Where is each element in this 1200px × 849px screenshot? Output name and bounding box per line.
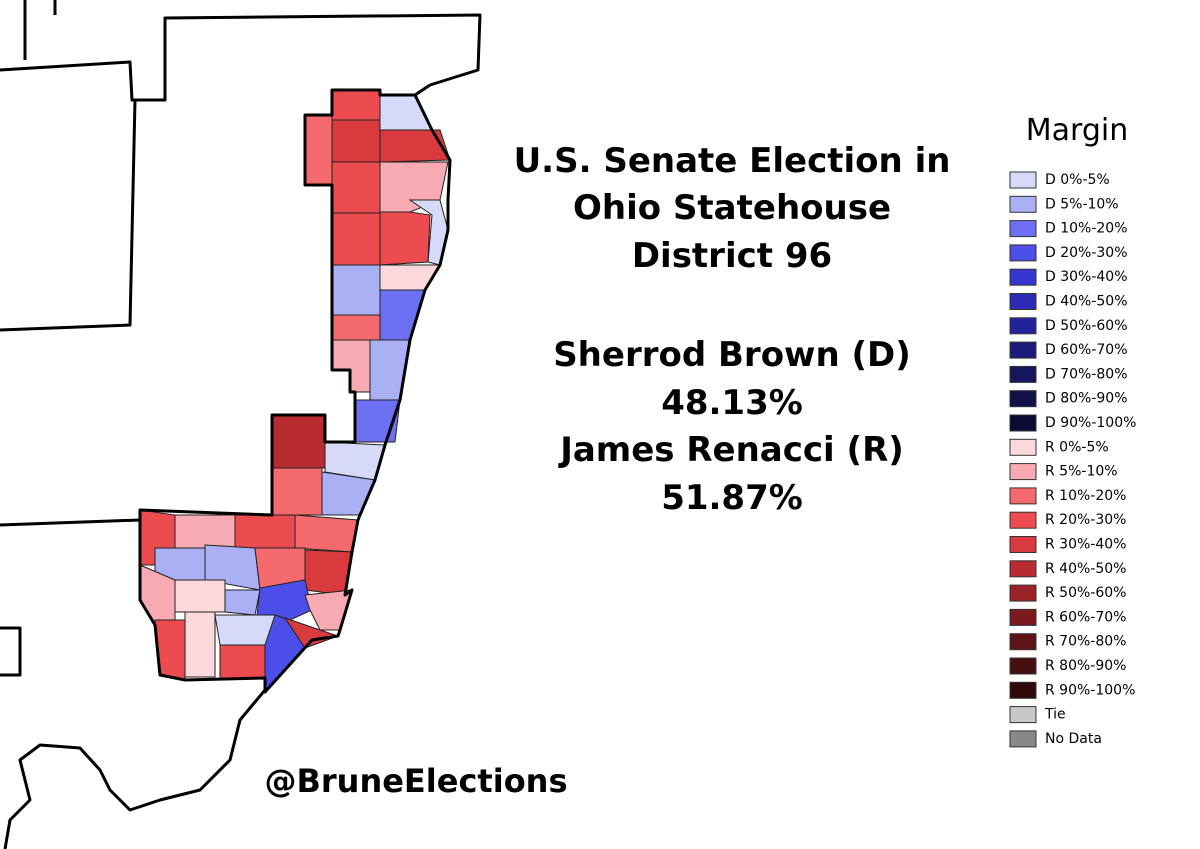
precinct [294,514,359,553]
legend-label: D 40%-50% [1045,294,1128,310]
precinct [234,514,296,549]
county-borders [0,0,482,849]
legend-swatch [1009,171,1037,189]
legend-swatch [1009,268,1037,286]
county-border [0,518,141,527]
precinct [174,579,226,613]
precinct [224,589,261,616]
legend-label: R 30%-40% [1045,537,1126,553]
legend-swatch [1009,414,1037,432]
legend-label: D 70%-80% [1045,366,1128,382]
title-line: Ohio Statehouse [573,188,891,228]
legend-label: R 0%-5% [1045,439,1109,455]
legend-swatch [1009,536,1037,553]
precinct [331,119,381,163]
legend-label: R 20%-30% [1045,512,1126,528]
legend-swatch [1009,341,1037,359]
precinct [271,467,323,516]
results: Sherrod Brown (D) 48.13% James Renacci (… [553,335,911,518]
legend-label: D 80%-90% [1045,391,1128,407]
precinct [174,514,236,549]
county-border [23,0,57,60]
legend-swatch [1009,706,1037,724]
candidate-share: 51.87% [661,478,803,518]
legend-swatch [1009,220,1037,238]
legend-swatch [1009,463,1037,481]
title: U.S. Senate Election in Ohio Statehouse … [514,141,951,276]
legend: Margin D 0%-5% D 5%-10% D 10%-20% D 20%-30%… [1009,113,1136,748]
candidate-share: 48.13% [661,383,803,423]
legend-label: No Data [1045,731,1102,747]
county-border [0,99,137,332]
legend-swatch [1009,584,1037,602]
precinct [331,314,381,341]
legend-label: R 80%-90% [1045,658,1126,674]
legend-swatch [1009,365,1037,383]
legend-swatch [1009,317,1037,335]
precinct [184,611,216,678]
legend-label: R 5%-10% [1045,464,1118,480]
precinct [331,264,381,316]
legend-swatch [1009,293,1037,310]
legend-label: D 5%-10% [1045,196,1119,212]
legend-title: Margin [1026,113,1128,148]
precinct [304,114,333,186]
precinct [331,212,381,266]
legend-swatch [1009,560,1037,578]
precinct [331,161,381,214]
legend-label: D 60%-70% [1045,342,1128,358]
precincts [139,89,451,694]
county-border [3,689,267,849]
precinct [219,644,266,679]
legend-label: R 40%-50% [1045,561,1126,577]
precinct [321,471,376,516]
legend-swatch [1009,681,1037,699]
legend-swatch [1009,390,1037,408]
precinct [271,414,326,469]
legend-swatch [1009,511,1037,529]
legend-label: R 70%-80% [1045,634,1126,650]
legend-swatch [1009,657,1037,675]
precinct [379,129,451,163]
precinct [379,211,431,266]
legend-label: D 30%-40% [1045,269,1128,285]
title-line: District 96 [632,236,832,276]
legend-swatch [1009,487,1037,505]
legend-swatch [1009,608,1037,626]
legend-label: R 50%-60% [1045,585,1126,601]
candidate-name: James Renacci (R) [558,430,904,470]
legend-label: D 0%-5% [1045,172,1110,188]
title-line: U.S. Senate Election in [514,141,951,181]
precinct [256,579,313,621]
legend-label: D 10%-20% [1045,221,1128,237]
legend-swatch [1009,244,1037,262]
legend-swatch [1009,438,1037,456]
legend-swatch [1009,633,1037,651]
legend-label: R 90%-100% [1045,682,1135,698]
legend-swatch [1009,195,1037,213]
county-border [0,626,22,677]
district-border [138,88,452,694]
legend-label: Tie [1044,707,1066,723]
county-border [0,13,482,102]
credit: @BruneElections [264,762,567,800]
county-border [414,83,431,97]
candidate-name: Sherrod Brown (D) [553,335,911,375]
legend-label: R 10%-20% [1045,488,1126,504]
legend-label: R 60%-70% [1045,609,1126,625]
legend-label: D 50%-60% [1045,318,1128,334]
legend-label: D 90%-100% [1045,415,1136,431]
legend-swatch [1009,730,1037,748]
legend-label: D 20%-30% [1045,245,1128,261]
